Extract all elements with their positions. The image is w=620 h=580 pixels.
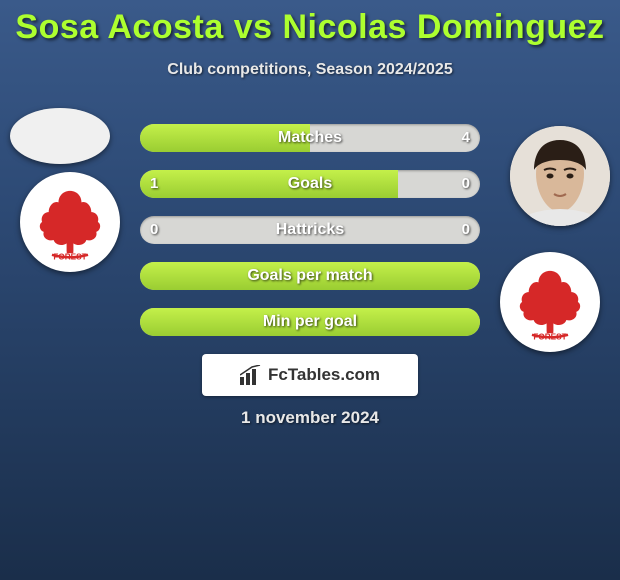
player-left-portrait — [10, 108, 110, 164]
bar-value-left: 0 — [150, 216, 158, 244]
bar-value-right: 0 — [462, 170, 470, 198]
stat-row: Goals1 0 — [140, 170, 480, 198]
forest-badge-icon: FOREST — [29, 181, 111, 263]
svg-text:FOREST: FOREST — [533, 333, 566, 342]
club-left-badge: FOREST — [20, 172, 120, 272]
bar-label: Hattricks — [140, 216, 480, 244]
stat-row: Min per goal — [140, 308, 480, 336]
watermark: FcTables.com — [202, 354, 418, 396]
date-text: 1 november 2024 — [0, 408, 620, 428]
bar-value-right: 0 — [462, 216, 470, 244]
svg-text:FOREST: FOREST — [53, 253, 86, 262]
bar-label: Min per goal — [140, 308, 480, 336]
player-right-portrait — [510, 126, 610, 226]
chart-icon — [240, 365, 262, 385]
bar-value-left: 1 — [150, 170, 158, 198]
bar-label: Goals — [140, 170, 480, 198]
stat-row: Hattricks0 0 — [140, 216, 480, 244]
bar-value-right: 4 — [462, 124, 470, 152]
subtitle: Club competitions, Season 2024/2025 — [0, 61, 620, 79]
club-right-badge: FOREST — [500, 252, 600, 352]
forest-badge-icon: FOREST — [509, 261, 591, 343]
stat-bars-container: Matches4Goals10Hattricks00Goals per matc… — [140, 124, 480, 354]
face-icon — [510, 126, 610, 226]
page-title: Sosa Acosta vs Nicolas Dominguez — [0, 0, 620, 47]
stat-row: Goals per match — [140, 262, 480, 290]
bar-label: Goals per match — [140, 262, 480, 290]
watermark-text: FcTables.com — [268, 365, 380, 385]
bar-label: Matches — [140, 124, 480, 152]
stat-row: Matches4 — [140, 124, 480, 152]
